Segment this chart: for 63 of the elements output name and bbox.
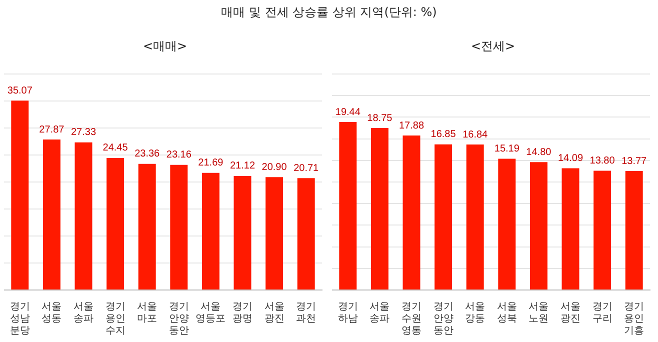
x-tick-label: 서울 광진 bbox=[560, 302, 580, 325]
x-tick-label: 서울 노원 bbox=[528, 302, 549, 325]
data-label: 19.44 bbox=[335, 106, 361, 118]
x-tick-label: 서울 영등포 bbox=[196, 302, 226, 325]
x-tick-label: 경기 과천 bbox=[296, 302, 316, 325]
data-label: 23.16 bbox=[166, 150, 192, 161]
data-label: 13.77 bbox=[622, 156, 648, 167]
bar bbox=[202, 172, 220, 290]
data-label: 14.80 bbox=[526, 146, 552, 158]
x-tick-label: 서울 광진 bbox=[264, 302, 284, 325]
bar bbox=[42, 140, 60, 290]
bar bbox=[625, 171, 643, 290]
chart-title: 매매 및 전세 상승률 상위 지역(단위: %) bbox=[220, 4, 438, 21]
bar bbox=[594, 170, 612, 290]
bar bbox=[266, 177, 284, 290]
chart-subtitle: <매매> bbox=[142, 38, 188, 55]
bar bbox=[170, 164, 188, 290]
bar bbox=[562, 168, 580, 290]
x-tick-label: 경기 광명 bbox=[232, 302, 252, 325]
x-tick-label: 서울 성북 bbox=[496, 302, 517, 325]
data-label: 16.85 bbox=[430, 129, 456, 140]
data-label: 23.36 bbox=[134, 148, 160, 160]
x-tick-label: 서울 송파 bbox=[74, 302, 94, 325]
bar bbox=[234, 176, 252, 290]
data-label: 17.88 bbox=[398, 120, 424, 132]
data-label: 14.09 bbox=[558, 153, 584, 164]
bar bbox=[11, 100, 29, 290]
data-label: 18.75 bbox=[367, 112, 393, 124]
data-label: 21.12 bbox=[230, 160, 256, 172]
data-label: 20.90 bbox=[262, 162, 288, 173]
bar bbox=[498, 158, 516, 290]
bar bbox=[466, 144, 484, 290]
bar bbox=[402, 136, 420, 290]
x-tick-label: 경기 용인 기흥 bbox=[624, 302, 644, 337]
bar bbox=[138, 164, 156, 290]
data-label: 24.45 bbox=[102, 142, 128, 154]
bar bbox=[434, 144, 452, 290]
data-label: 35.07 bbox=[7, 85, 33, 96]
x-tick-label: 경기 성남 분당 bbox=[10, 302, 30, 337]
x-tick-label: 서울 성동 bbox=[42, 302, 62, 325]
bar bbox=[297, 178, 315, 290]
chart-title: <전세> bbox=[470, 38, 516, 55]
data-label: 27.87 bbox=[39, 124, 65, 136]
x-tick-label: 경기 하남 bbox=[338, 302, 358, 325]
bar bbox=[339, 122, 357, 290]
x-tick-label: 경기 안양 동안 bbox=[168, 302, 189, 337]
data-label: 20.71 bbox=[294, 162, 320, 174]
data-label: 13.80 bbox=[590, 156, 616, 167]
bar bbox=[106, 158, 124, 290]
x-tick-label: 경기 안양 동안 bbox=[433, 302, 454, 337]
x-tick-label: 서울 강동 bbox=[465, 302, 486, 325]
data-label: 27.33 bbox=[70, 127, 96, 138]
data-label: 21.69 bbox=[198, 158, 224, 169]
x-tick-label: 경기 용인 수지 bbox=[105, 302, 126, 337]
x-tick-label: 서울 마포 bbox=[137, 302, 158, 325]
bar bbox=[530, 162, 548, 290]
x-tick-label: 서울 송파 bbox=[370, 302, 390, 325]
bar bbox=[370, 128, 388, 290]
x-tick-label: 경기 수원 영통 bbox=[402, 302, 422, 337]
data-label: 15.19 bbox=[494, 144, 520, 155]
data-label: 16.84 bbox=[462, 129, 488, 140]
bar bbox=[74, 142, 92, 290]
x-tick-label: 경기 구리 bbox=[592, 302, 612, 325]
